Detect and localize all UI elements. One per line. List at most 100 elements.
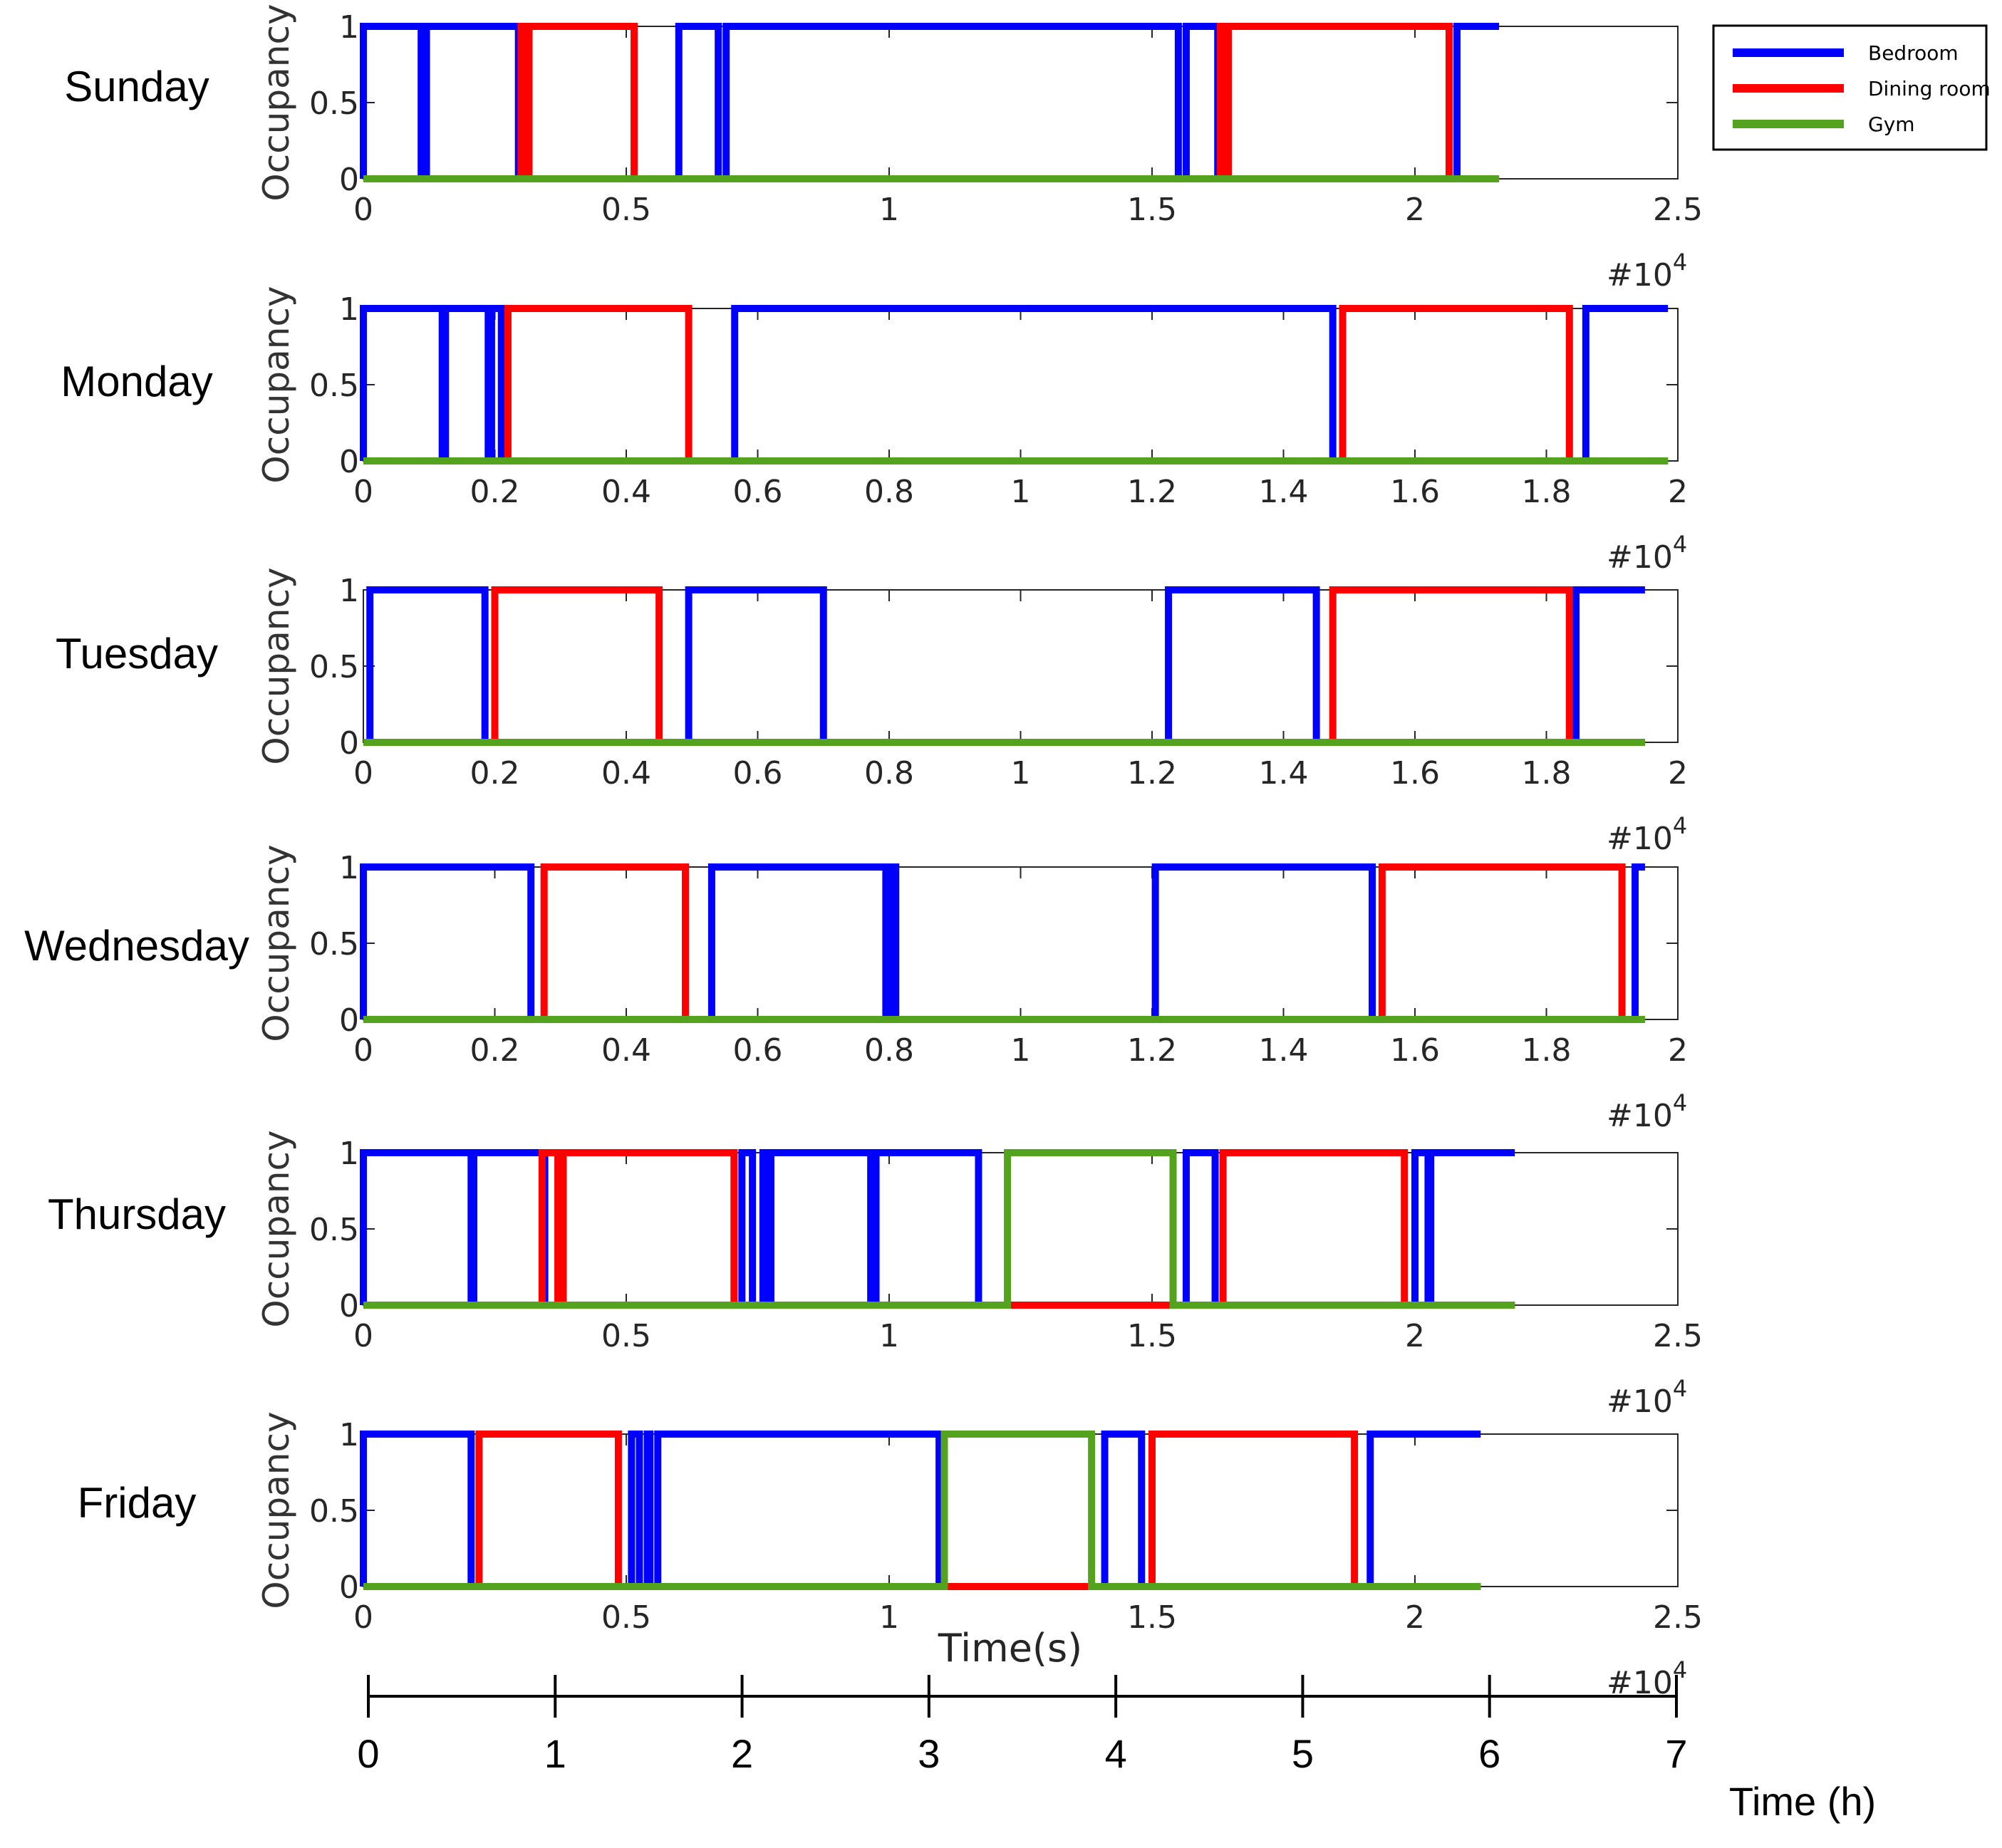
x-exponent-label: #104 xyxy=(1607,1375,1687,1420)
x-tick-label: 0.4 xyxy=(601,1032,651,1069)
x-tick-label: 1 xyxy=(879,1318,899,1354)
x-tick-label: 1.8 xyxy=(1522,474,1572,510)
x-tick-label: 1.5 xyxy=(1127,192,1177,228)
x-tick-label: 0.5 xyxy=(601,1599,651,1636)
x-tick-label: 2 xyxy=(1668,474,1688,510)
y-tick-label: 1 xyxy=(339,573,359,609)
x-tick-label: 1.6 xyxy=(1390,474,1440,510)
x-tick-label: 1.4 xyxy=(1259,755,1309,791)
x-tick-label: 1.6 xyxy=(1390,1032,1440,1069)
day-label: Sunday xyxy=(64,63,209,110)
x-tick-label: 1.4 xyxy=(1259,1032,1309,1069)
x-tick-label: 2 xyxy=(1405,1599,1425,1636)
y-tick-label: 0.5 xyxy=(309,649,359,685)
x-tick-label: 1.2 xyxy=(1127,474,1177,510)
x-tick-label: 0.6 xyxy=(733,755,783,791)
x-tick-label: 2 xyxy=(1668,1032,1688,1069)
panel-friday: Friday Occupancy 00.510 0.5 1 1.5 2 2.5#104 xyxy=(78,1411,1703,1701)
legend-label-gym: Gym xyxy=(1868,113,1915,136)
axes-box xyxy=(363,866,1679,1020)
panel-tuesday: Tuesday Occupancy 0 0.5 1 0 0.2 0.4 0.6 0.8 1 1.2 1.… xyxy=(56,567,1688,857)
y-tick-label: 0 xyxy=(339,1288,359,1324)
x-tick-label: 2.5 xyxy=(1653,1318,1703,1354)
y-tick-label: 0 xyxy=(339,725,359,762)
x-tick-label: 2 xyxy=(1668,755,1688,791)
x-tick-label: 1 xyxy=(879,1599,899,1636)
series-dining-room xyxy=(363,1149,1515,1309)
y-tick-label: 0.5 xyxy=(309,1493,359,1530)
series-dining-room xyxy=(363,863,1645,1023)
x-tick-label: 1.5 xyxy=(1127,1599,1177,1636)
occupancy-trace-bedroom xyxy=(360,1431,1481,1590)
axes-box xyxy=(363,26,1679,180)
y-axis-label: Occupancy xyxy=(256,567,297,764)
occupancy-trace-bedroom xyxy=(360,863,1645,1023)
x-tick-label: 0 xyxy=(353,755,373,791)
x-tick-label: 2 xyxy=(1405,1318,1425,1354)
series-dining-room xyxy=(363,586,1645,746)
x-tick-label: 2 xyxy=(1405,192,1425,228)
x-tick-label: 2.5 xyxy=(1653,192,1703,228)
occupancy-trace-dining-room xyxy=(363,1149,1515,1309)
y-tick-label: 1 xyxy=(339,1417,359,1453)
hour-tick-label: 5 xyxy=(1292,1731,1314,1776)
occupancy-trace-bedroom xyxy=(360,305,1669,464)
occupancy-trace-dining-room xyxy=(363,305,1669,464)
y-axis-label: Occupancy xyxy=(256,286,297,483)
series-bedroom xyxy=(363,586,1645,746)
axes-box xyxy=(363,1433,1679,1587)
x-tick-label: 0 xyxy=(353,1032,373,1069)
x-tick-label: 0 xyxy=(353,192,373,228)
x-axis-label: Time(s) xyxy=(938,1626,1082,1671)
panel-sunday: Sunday Occupancy 0 0.5 1 0 0.5 1 1.5 2 2.5 #104 xyxy=(64,4,1703,294)
day-label: Tuesday xyxy=(56,630,218,678)
series-gym xyxy=(363,1149,1515,1309)
panel-wednesday: Wednesday Occupancy 0 0.5 1 0 0.2 0.4 0.6 0.8 1 1.2… xyxy=(24,844,1688,1134)
y-axis-label: Occupancy xyxy=(256,844,297,1042)
series-bedroom xyxy=(360,23,1500,182)
hour-tick-label: 6 xyxy=(1478,1731,1500,1776)
y-tick-label: 1 xyxy=(339,850,359,886)
x-exponent-power: 4 xyxy=(1673,812,1687,839)
hour-tick-label: 2 xyxy=(731,1731,753,1776)
legend-label-bedroom: Bedroom xyxy=(1868,41,1959,65)
occupancy-trace-gym xyxy=(363,1149,1515,1309)
legend-label-dining-room: Dining room xyxy=(1868,77,1991,100)
x-exponent-label: #104 xyxy=(1607,531,1687,576)
x-tick-label: 0.5 xyxy=(601,1318,651,1354)
y-tick-label: 1 xyxy=(339,1136,359,1172)
series-bedroom xyxy=(360,1431,1481,1590)
x-tick-label: 0.5 xyxy=(601,192,651,228)
axes-box xyxy=(363,308,1679,462)
hour-tick-label: 0 xyxy=(357,1731,379,1776)
y-tick-label: 0 xyxy=(339,444,359,480)
x-tick-label: 0 xyxy=(353,1318,373,1354)
y-axis-label: Occupancy xyxy=(256,4,297,201)
occupancy-trace-bedroom xyxy=(360,23,1500,182)
hour-tick-label: 1 xyxy=(544,1731,566,1776)
y-tick-label: 0 xyxy=(339,1569,359,1606)
x-tick-label: 0.8 xyxy=(864,755,914,791)
x-tick-label: 0.8 xyxy=(864,474,914,510)
panels: Sunday Occupancy 00.510 0.5 1 1.5 2 2.5#104Mond… xyxy=(24,4,1703,1701)
x-tick-label: 1.8 xyxy=(1522,755,1572,791)
series-dining-room xyxy=(363,305,1669,464)
x-tick-label: 2.5 xyxy=(1653,1599,1703,1636)
series-bedroom xyxy=(360,1149,1515,1309)
x-tick-label: 1.2 xyxy=(1127,1032,1177,1069)
y-tick-label: 0 xyxy=(339,162,359,198)
x-tick-label: 0.6 xyxy=(733,474,783,510)
occupancy-trace-gym xyxy=(363,1431,1481,1590)
y-tick-label: 0 xyxy=(339,1002,359,1039)
x-exponent-power: 4 xyxy=(1673,1375,1687,1402)
axes-box xyxy=(363,589,1679,743)
day-label: Wednesday xyxy=(24,922,249,970)
x-tick-label: 0.4 xyxy=(601,474,651,510)
hour-tick-label: 4 xyxy=(1105,1731,1127,1776)
x-tick-label: 0.2 xyxy=(470,474,520,510)
y-tick-label: 0.5 xyxy=(309,1212,359,1248)
x-tick-label: 0.2 xyxy=(470,755,520,791)
hour-tick-label: 3 xyxy=(918,1731,940,1776)
x-tick-label: 0.4 xyxy=(601,755,651,791)
x-tick-label: 0.2 xyxy=(470,1032,520,1069)
